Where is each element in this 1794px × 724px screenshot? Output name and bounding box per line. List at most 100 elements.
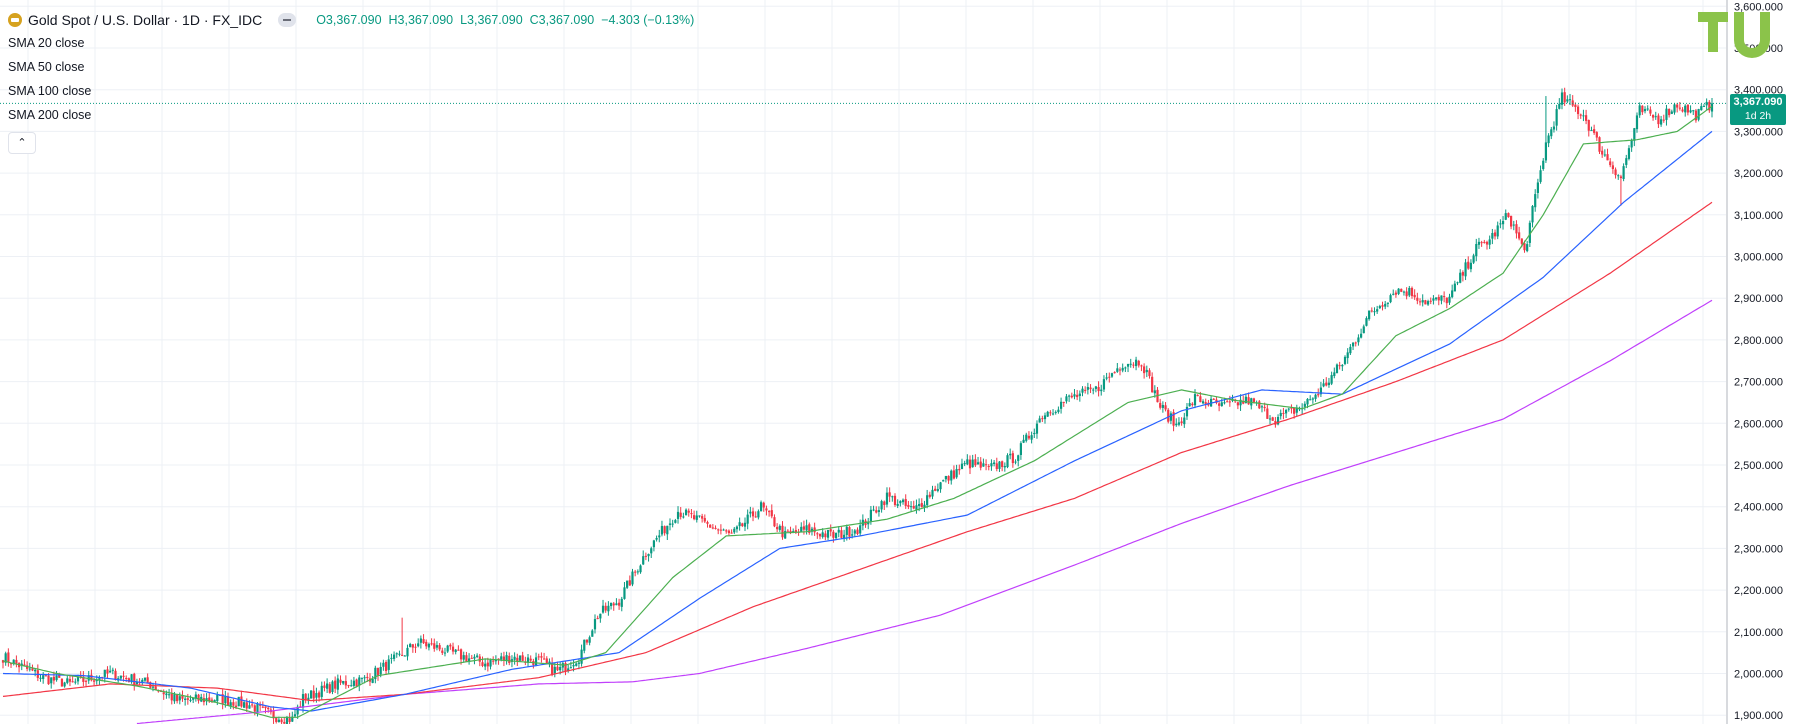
candle-body: [1252, 398, 1256, 403]
candle-body: [537, 656, 540, 658]
candle-body: [1236, 402, 1239, 406]
candle-body: [1065, 396, 1068, 402]
candle-body: [1199, 396, 1202, 403]
candle-body: [355, 679, 358, 687]
candle-body: [717, 529, 720, 531]
candle-body: [1649, 109, 1652, 114]
candle-body: [604, 605, 607, 611]
candle-body: [1593, 129, 1596, 133]
candle-body: [398, 653, 401, 655]
candle-body: [366, 676, 369, 679]
candle-body: [1017, 455, 1020, 461]
candle-body: [1341, 364, 1344, 367]
candle-body: [1370, 310, 1373, 312]
candle-body: [387, 659, 390, 670]
indicator-sma20[interactable]: SMA 20 close: [8, 36, 85, 50]
candle-body: [224, 696, 227, 704]
symbol-title[interactable]: Gold Spot / U.S. Dollar · 1D · FX_IDC: [28, 12, 263, 28]
candle-body: [516, 657, 519, 662]
candle-body: [1595, 132, 1598, 138]
candle-body: [1009, 453, 1012, 456]
candle-body: [130, 674, 133, 683]
candle-body: [928, 494, 931, 497]
candle-body: [1097, 387, 1100, 392]
ohlc-values: O3,367.090 H3,367.090 L3,367.090 C3,367.…: [316, 13, 695, 27]
candle-body: [1143, 366, 1146, 374]
candle-body: [990, 463, 993, 467]
y-tick-label: 2,900.000: [1734, 293, 1783, 305]
gold-icon: [8, 13, 22, 27]
candle-body: [376, 667, 380, 676]
candle-body: [968, 459, 972, 469]
candle-body: [885, 492, 889, 505]
candle-body: [668, 523, 672, 525]
candle-body: [639, 565, 642, 573]
candle-body: [1689, 110, 1692, 113]
candle-body: [1651, 114, 1655, 118]
candle-body: [703, 518, 706, 522]
candle-body: [1421, 300, 1424, 303]
candle-body: [1638, 105, 1641, 116]
candle-body: [1311, 398, 1314, 400]
candle-body: [1001, 461, 1004, 467]
y-tick-label: 2,600.000: [1734, 418, 1783, 430]
candle-body: [786, 530, 789, 532]
candle-body: [1587, 120, 1590, 131]
candle-body: [1627, 148, 1631, 159]
indicator-sma50[interactable]: SMA 50 close: [8, 60, 85, 74]
candle-body: [1161, 404, 1164, 408]
candle-body: [1284, 409, 1288, 414]
candle-body: [1035, 423, 1039, 434]
candle-body: [738, 522, 741, 527]
candle-body: [1247, 397, 1250, 405]
candle-body: [307, 697, 310, 701]
candle-body: [526, 657, 530, 663]
candle-body: [942, 480, 945, 482]
candle-body: [411, 644, 414, 648]
candle-body: [1418, 301, 1422, 303]
candle-body: [342, 680, 345, 684]
candle-body: [280, 719, 283, 723]
candle-body: [71, 681, 74, 683]
candle-body: [1657, 115, 1660, 125]
candle-body: [226, 696, 230, 706]
indicator-sma200[interactable]: SMA 200 close: [8, 108, 92, 122]
candle-body: [320, 685, 323, 697]
candle-body: [1076, 394, 1079, 398]
candle-body: [23, 664, 26, 666]
candle-body: [580, 649, 583, 664]
candle-body: [955, 469, 958, 478]
candle-body: [1445, 297, 1448, 304]
candle-body: [1611, 165, 1614, 169]
candle-body: [55, 675, 58, 681]
candle-body: [1327, 382, 1331, 386]
candle-body: [1263, 407, 1266, 409]
candle-body: [492, 660, 495, 662]
candle-body: [1354, 342, 1357, 344]
candle-body: [1242, 400, 1245, 404]
candle-body: [695, 515, 698, 520]
open-value: 3,367.090: [325, 13, 382, 27]
candle-body: [494, 659, 497, 662]
candle-body: [1212, 398, 1215, 400]
candle-body: [1218, 403, 1221, 406]
candle-body: [1660, 119, 1663, 125]
candle-body: [1534, 194, 1537, 208]
candle-body: [433, 643, 436, 649]
candle-body: [454, 649, 457, 653]
candle-body: [240, 696, 243, 707]
candle-body: [939, 482, 942, 490]
candle-body: [1319, 387, 1323, 395]
candle-body: [1392, 293, 1395, 295]
candle-body: [1389, 295, 1392, 303]
candle-body: [484, 663, 487, 667]
candle-body: [176, 694, 179, 702]
indicator-sma100[interactable]: SMA 100 close: [8, 84, 92, 98]
candle-body: [1475, 244, 1478, 257]
candle-body: [883, 501, 886, 506]
hide-series-icon[interactable]: [278, 13, 297, 27]
collapse-legend-button[interactable]: ⌃: [8, 132, 36, 154]
candle-body: [1440, 295, 1443, 301]
candle-body: [1306, 398, 1309, 405]
